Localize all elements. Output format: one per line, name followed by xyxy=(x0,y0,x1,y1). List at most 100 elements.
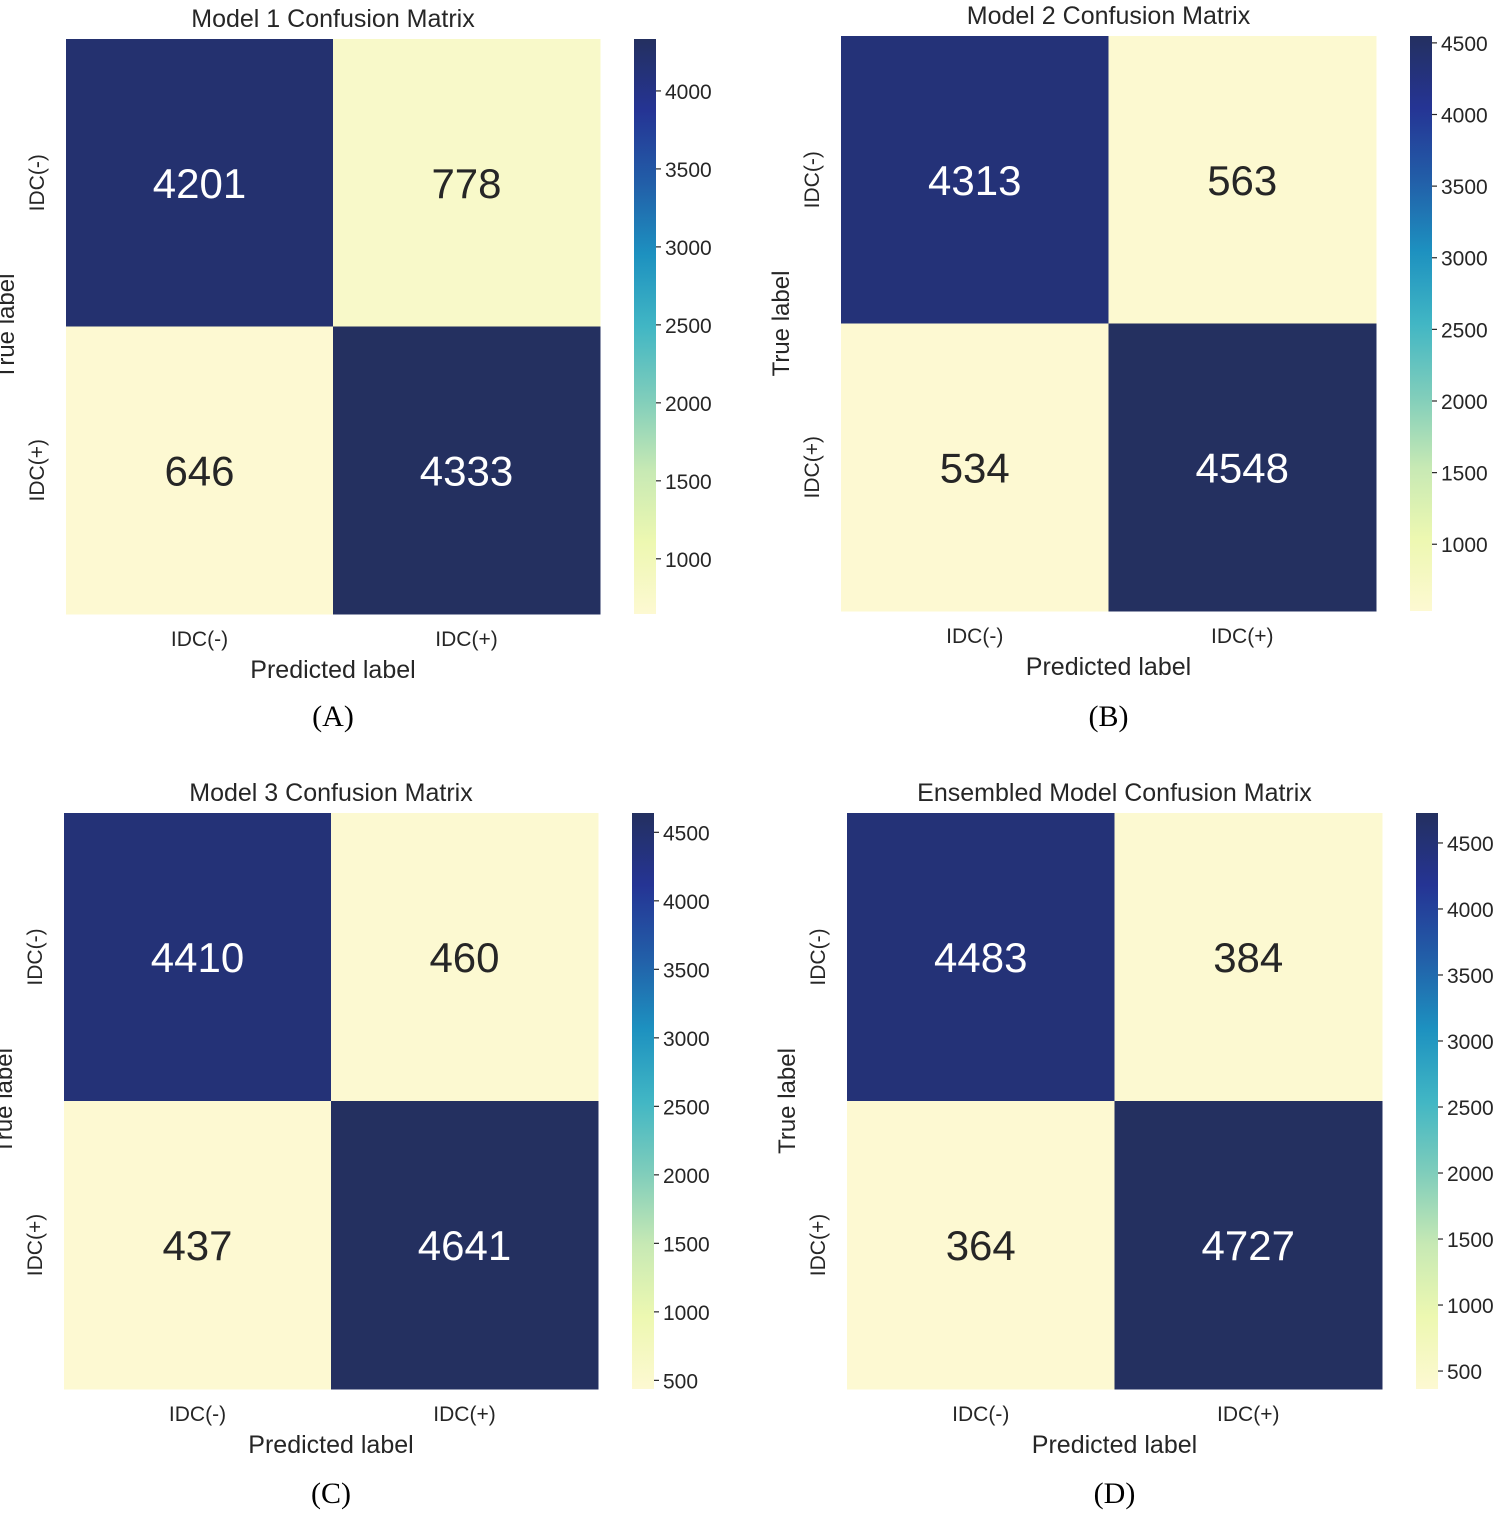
y-tick-label: IDC(-) xyxy=(801,151,824,208)
colorbar-tick-label: 3500 xyxy=(1441,176,1488,199)
y-axis-label: True label xyxy=(0,1048,18,1154)
heatmap-cell xyxy=(331,1101,599,1390)
colorbar-tick-label: 1000 xyxy=(663,1302,710,1325)
x-tick-label: IDC(-) xyxy=(169,1403,226,1426)
x-axis-label: Predicted label xyxy=(250,656,415,684)
y-tick-label: IDC(+) xyxy=(24,1214,47,1276)
colorbar-tick-label: 4000 xyxy=(1447,899,1494,922)
colorbar-tick-label: 1500 xyxy=(1447,1229,1494,1252)
y-tick-label: IDC(-) xyxy=(24,928,47,985)
y-tick-label: IDC(+) xyxy=(26,439,49,501)
cell-value-label: 534 xyxy=(940,444,1010,491)
colorbar xyxy=(632,813,654,1389)
panel-caption: (B) xyxy=(1089,700,1129,733)
panel-caption: (C) xyxy=(311,1477,351,1510)
colorbar-tick-label: 3000 xyxy=(1447,1031,1494,1054)
colorbar-tick-label: 2000 xyxy=(665,393,712,416)
colorbar-tick-label: 2000 xyxy=(1447,1163,1494,1186)
colorbar-tick-label: 2500 xyxy=(665,315,712,338)
colorbar xyxy=(1410,36,1432,611)
cell-value-label: 4548 xyxy=(1196,444,1289,491)
cell-value-label: 4410 xyxy=(151,934,244,981)
panel-caption: (A) xyxy=(312,700,354,733)
heatmap-cell xyxy=(1108,323,1377,612)
colorbar-tick-label: 2500 xyxy=(663,1096,710,1119)
cell-value-label: 4641 xyxy=(418,1222,511,1269)
chart-title: Model 1 Confusion Matrix xyxy=(191,5,475,33)
cell-value-label: 437 xyxy=(162,1222,232,1269)
x-axis-label: Predicted label xyxy=(248,1431,413,1459)
cell-value-label: 4313 xyxy=(928,157,1021,204)
x-axis-label: Predicted label xyxy=(1032,1431,1197,1459)
chart-title: Model 2 Confusion Matrix xyxy=(967,2,1251,30)
y-axis-label: True label xyxy=(768,271,795,377)
colorbar-tick-label: 2500 xyxy=(1441,319,1488,342)
heatmap-cell xyxy=(64,1101,332,1390)
colorbar-tick-label: 1500 xyxy=(663,1233,710,1256)
heatmap-cell xyxy=(331,813,599,1102)
y-axis-label: True label xyxy=(774,1048,801,1154)
colorbar-tick-label: 2500 xyxy=(1447,1097,1494,1120)
heatmap-cell xyxy=(66,39,334,327)
cell-value-label: 4333 xyxy=(420,447,513,494)
colorbar-tick-label: 1500 xyxy=(1441,463,1488,486)
chart-title: Ensembled Model Confusion Matrix xyxy=(917,779,1312,807)
colorbar-tick-label: 3000 xyxy=(665,237,712,260)
colorbar-tick-label: 1000 xyxy=(1441,534,1488,557)
colorbar-tick-label: 1000 xyxy=(1447,1295,1494,1318)
colorbar-tick-label: 4500 xyxy=(663,822,710,845)
colorbar-tick-label: 2000 xyxy=(663,1165,710,1188)
heatmap-cell xyxy=(847,1101,1115,1390)
colorbar-tick-label: 4000 xyxy=(665,81,712,104)
colorbar-tick-label: 3500 xyxy=(1447,965,1494,988)
colorbar-tick-label: 3500 xyxy=(665,159,712,182)
x-tick-label: IDC(+) xyxy=(435,628,497,651)
colorbar-tick-label: 3000 xyxy=(1441,248,1488,271)
cell-value-label: 460 xyxy=(429,934,499,981)
cell-value-label: 384 xyxy=(1213,934,1283,981)
heatmap-cell xyxy=(841,323,1109,612)
colorbar-tick-label: 500 xyxy=(663,1370,698,1393)
colorbar-tick-label: 500 xyxy=(1447,1361,1482,1384)
x-tick-label: IDC(-) xyxy=(946,625,1003,648)
y-axis-label: True label xyxy=(0,274,20,380)
colorbar-tick-label: 4500 xyxy=(1447,833,1494,856)
cell-value-label: 563 xyxy=(1207,157,1277,204)
heatmap-cell xyxy=(64,813,332,1102)
colorbar-tick-label: 4000 xyxy=(663,891,710,914)
colorbar-tick-label: 1500 xyxy=(665,471,712,494)
panel-caption: (D) xyxy=(1094,1477,1136,1510)
colorbar-tick-label: 4500 xyxy=(1441,33,1488,56)
heatmap-panel-4: Ensembled Model Confusion Matrix 4483 384 3… xyxy=(774,779,1494,1510)
heatmap-cell xyxy=(333,39,601,327)
x-tick-label: IDC(-) xyxy=(952,1403,1009,1426)
chart-title: Model 3 Confusion Matrix xyxy=(189,779,473,807)
cell-value-label: 4483 xyxy=(934,934,1027,981)
heatmap-cell xyxy=(1114,1101,1383,1390)
colorbar xyxy=(634,39,656,614)
colorbar-tick-label: 1000 xyxy=(665,549,712,572)
x-tick-label: IDC(+) xyxy=(1211,625,1273,648)
cell-value-label: 778 xyxy=(431,160,501,207)
x-tick-label: IDC(+) xyxy=(433,1403,495,1426)
cell-value-label: 364 xyxy=(946,1222,1016,1269)
x-tick-label: IDC(+) xyxy=(1217,1403,1279,1426)
y-tick-label: IDC(-) xyxy=(807,928,830,985)
heatmap-cell xyxy=(333,326,601,615)
x-axis-label: Predicted label xyxy=(1026,653,1191,681)
heatmap-panel-3: Model 3 Confusion Matrix 4410 460 437 4641 ID… xyxy=(0,779,710,1510)
heatmap-panel-1: Model 1 Confusion Matrix 4201 778 646 4333 ID… xyxy=(0,5,712,733)
heatmap-panel-2: Model 2 Confusion Matrix 4313 563 534 4548 ID… xyxy=(768,2,1488,733)
x-tick-label: IDC(-) xyxy=(171,628,228,651)
colorbar-tick-label: 3000 xyxy=(663,1028,710,1051)
heatmap-cell xyxy=(1114,813,1383,1102)
heatmap-cell xyxy=(847,813,1115,1102)
y-tick-label: IDC(-) xyxy=(26,154,49,211)
cell-value-label: 4727 xyxy=(1202,1222,1295,1269)
heatmap-cell xyxy=(841,36,1109,324)
colorbar xyxy=(1416,813,1438,1389)
heatmap-cell xyxy=(1108,36,1377,324)
cell-value-label: 646 xyxy=(164,447,234,494)
colorbar-tick-label: 4000 xyxy=(1441,105,1488,128)
